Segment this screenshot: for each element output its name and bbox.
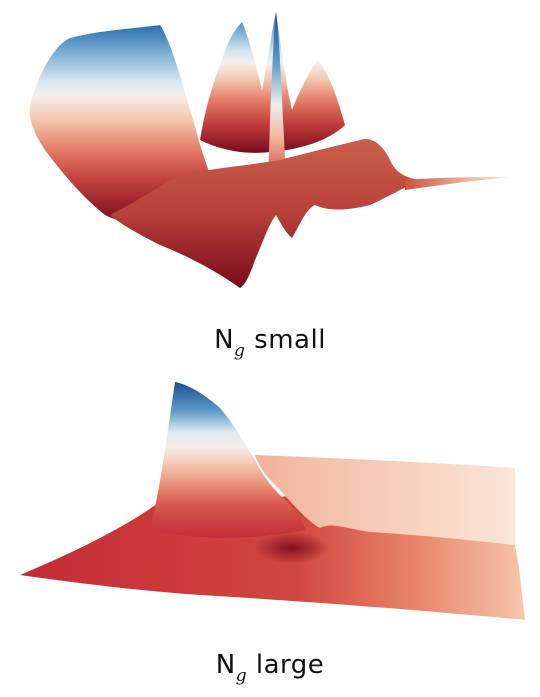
surface-spike [268, 12, 286, 180]
surface-large-svg [20, 382, 525, 620]
surface-front-fold [110, 139, 420, 288]
surface-plot-large [0, 370, 540, 650]
surface-back-sheet [29, 25, 210, 223]
surface-shelf [255, 455, 515, 545]
caption-small-main: N [214, 325, 235, 355]
caption-large-sub: g [235, 666, 248, 687]
caption-small: Ng small [0, 325, 540, 362]
surface-small-svg [29, 12, 510, 288]
caption-large: Ng large [0, 650, 540, 687]
surface-peak [150, 382, 306, 538]
caption-small-rest: small [245, 325, 326, 355]
surface-tail [405, 177, 510, 190]
caption-large-rest: large [247, 650, 325, 680]
caption-large-main: N [215, 650, 236, 680]
caption-small-sub: g [234, 341, 246, 362]
surface-plot-small [0, 0, 540, 310]
surface-dip [254, 532, 330, 564]
